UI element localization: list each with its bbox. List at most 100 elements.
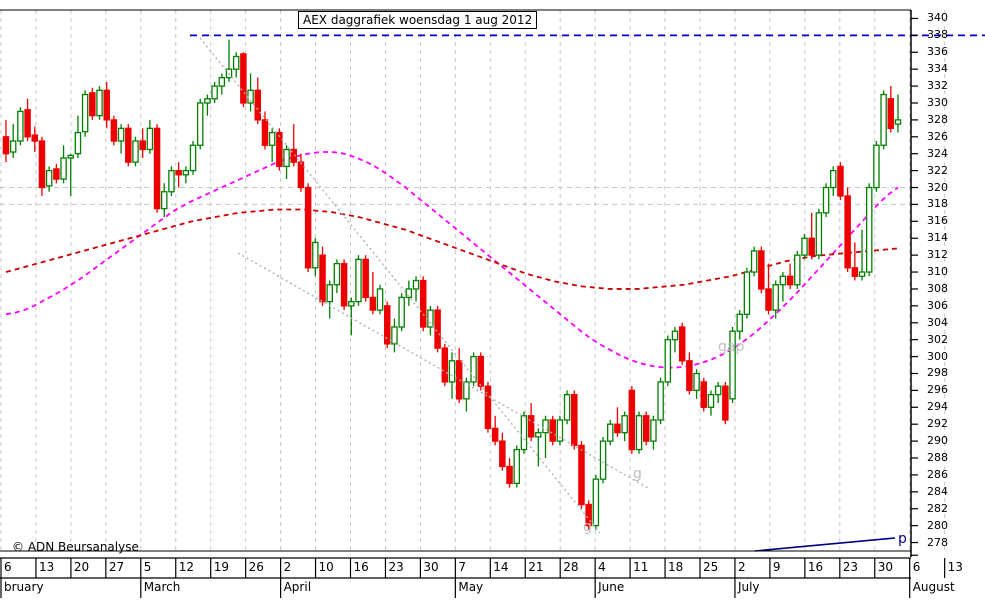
candlestick[interactable] [571, 390, 578, 450]
candlestick[interactable] [304, 183, 312, 273]
candlestick[interactable] [722, 381, 729, 425]
candlestick[interactable] [211, 81, 218, 103]
candlestick[interactable] [549, 415, 556, 446]
candlestick[interactable] [642, 411, 650, 446]
candlestick[interactable] [17, 107, 24, 146]
candlestick[interactable] [801, 234, 808, 260]
candlestick[interactable] [196, 98, 204, 150]
candlestick[interactable] [873, 141, 880, 192]
candlestick[interactable] [650, 415, 657, 450]
candlestick[interactable] [563, 390, 571, 425]
candlestick[interactable] [707, 390, 715, 416]
candlestick[interactable] [578, 441, 585, 509]
candlestick[interactable] [81, 90, 89, 137]
candlestick[interactable] [232, 52, 240, 78]
candlestick[interactable] [240, 52, 247, 108]
candlestick[interactable] [369, 272, 377, 315]
candlestick[interactable] [110, 115, 118, 146]
candlestick[interactable] [161, 183, 168, 218]
candlestick[interactable] [527, 403, 535, 442]
candlestick[interactable] [31, 126, 39, 153]
candlestick[interactable] [125, 124, 132, 167]
candlestick[interactable] [520, 411, 528, 454]
candlestick[interactable] [535, 428, 542, 467]
candlestick[interactable] [319, 246, 326, 306]
candlestick[interactable] [434, 305, 441, 353]
candlestick[interactable] [53, 163, 60, 184]
candlestick[interactable] [858, 229, 866, 281]
candlestick[interactable] [513, 445, 520, 488]
candlestick[interactable] [599, 436, 607, 484]
candlestick[interactable] [664, 335, 672, 387]
candlestick[interactable] [463, 377, 470, 412]
candlestick[interactable] [103, 81, 110, 129]
candlestick[interactable] [455, 348, 463, 404]
candlestick[interactable] [24, 98, 31, 142]
candlestick[interactable] [182, 166, 190, 184]
candlestick[interactable] [635, 411, 643, 454]
candlestick[interactable] [808, 212, 815, 260]
candlestick[interactable] [743, 267, 751, 319]
candlestick[interactable] [837, 162, 844, 201]
candlestick[interactable] [117, 124, 125, 154]
candlestick[interactable] [607, 419, 614, 446]
candlestick[interactable] [333, 259, 341, 294]
candlestick[interactable] [218, 73, 226, 95]
candlestick[interactable] [894, 94, 902, 133]
candlestick[interactable] [491, 415, 499, 446]
candlestick[interactable] [880, 90, 887, 150]
candlestick[interactable] [693, 369, 700, 399]
candlestick[interactable] [419, 276, 427, 332]
candlestick[interactable] [268, 128, 276, 163]
candlestick[interactable] [815, 208, 823, 260]
candlestick[interactable] [499, 432, 506, 471]
candlestick[interactable] [89, 87, 96, 120]
candlestick[interactable] [204, 94, 211, 116]
candlestick[interactable] [290, 124, 297, 167]
candlestick[interactable] [542, 415, 549, 459]
candlestick[interactable] [60, 145, 67, 184]
candlestick[interactable] [398, 293, 405, 332]
candlestick[interactable] [391, 318, 398, 353]
candlestick[interactable] [74, 115, 82, 158]
candlestick[interactable] [175, 162, 182, 188]
candlestick[interactable] [686, 352, 693, 395]
candlestick[interactable] [67, 153, 74, 196]
candlestick[interactable] [700, 377, 708, 412]
candlestick[interactable] [427, 305, 434, 336]
candlestick[interactable] [506, 458, 513, 488]
candlestick[interactable] [146, 119, 154, 154]
candlestick[interactable] [758, 246, 765, 294]
candlestick[interactable] [189, 141, 197, 175]
candlestick[interactable] [714, 381, 722, 404]
candlestick[interactable] [657, 377, 664, 425]
candlestick[interactable] [376, 284, 384, 315]
candlestick[interactable] [254, 77, 262, 125]
candlestick[interactable] [348, 297, 355, 336]
candlestick[interactable] [887, 86, 895, 133]
candlestick[interactable] [794, 250, 801, 289]
candlestick[interactable] [470, 352, 477, 387]
candlestick[interactable] [614, 407, 621, 437]
candlestick[interactable] [851, 242, 859, 281]
candlestick[interactable] [139, 128, 146, 158]
candlestick[interactable] [96, 86, 103, 120]
candlestick[interactable] [765, 263, 772, 315]
candlestick[interactable] [261, 111, 269, 150]
candlestick[interactable] [326, 280, 333, 319]
candlestick[interactable] [628, 386, 636, 454]
candlestick[interactable] [822, 183, 830, 218]
candlestick[interactable] [678, 322, 686, 366]
candlestick[interactable] [276, 128, 283, 171]
candlestick[interactable] [830, 166, 837, 196]
candlestick[interactable] [312, 238, 319, 277]
candlestick[interactable] [38, 136, 46, 196]
candlestick[interactable] [2, 119, 10, 163]
candlestick[interactable] [225, 39, 233, 82]
candlestick[interactable] [412, 276, 420, 302]
candlestick[interactable] [750, 246, 758, 277]
candlestick[interactable] [340, 259, 348, 311]
candlestick[interactable] [671, 326, 679, 353]
candlestick[interactable] [153, 124, 161, 213]
